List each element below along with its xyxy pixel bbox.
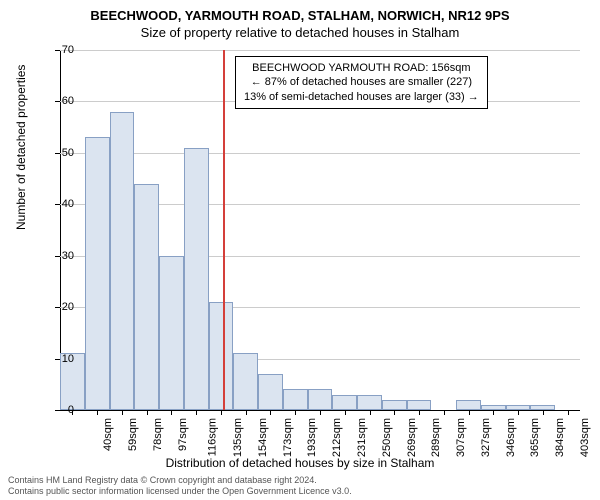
histogram-plot: 40sqm59sqm78sqm97sqm116sqm135sqm154sqm17… [60, 50, 580, 410]
x-tick-mark [97, 410, 98, 415]
histogram-bar [332, 395, 357, 410]
x-tick-label: 135sqm [232, 418, 244, 457]
x-tick-label: 40sqm [102, 418, 114, 451]
x-tick-label: 250sqm [381, 418, 393, 457]
info-box-smaller: ← 87% of detached houses are smaller (22… [244, 75, 479, 89]
grid-line [60, 50, 580, 51]
x-tick-mark [469, 410, 470, 415]
info-box-title: BEECHWOOD YARMOUTH ROAD: 156sqm [244, 61, 479, 75]
x-tick-mark [221, 410, 222, 415]
x-tick-label: 289sqm [430, 418, 442, 457]
y-tick-label: 20 [44, 301, 74, 313]
x-tick-label: 116sqm [207, 418, 219, 456]
x-tick-mark [543, 410, 544, 415]
x-tick-mark [345, 410, 346, 415]
x-tick-label: 154sqm [257, 418, 269, 457]
histogram-bar [456, 400, 481, 410]
x-tick-label: 59sqm [127, 418, 139, 451]
histogram-bar [184, 148, 209, 410]
histogram-bar [308, 389, 333, 410]
x-tick-label: 231sqm [356, 418, 368, 457]
x-tick-mark [518, 410, 519, 415]
histogram-bar [382, 400, 407, 410]
histogram-bar [85, 137, 110, 410]
x-tick-label: 307sqm [455, 418, 467, 457]
x-tick-mark [320, 410, 321, 415]
x-tick-label: 212sqm [331, 418, 343, 457]
x-tick-label: 346sqm [505, 418, 517, 457]
x-tick-label: 403sqm [579, 418, 591, 457]
x-tick-mark [246, 410, 247, 415]
histogram-bar [407, 400, 432, 410]
y-tick-label: 0 [44, 404, 74, 416]
x-tick-label: 384sqm [554, 418, 566, 457]
x-tick-mark [493, 410, 494, 415]
property-info-box: BEECHWOOD YARMOUTH ROAD: 156sqm← 87% of … [235, 56, 488, 109]
chart-plot-area: 40sqm59sqm78sqm97sqm116sqm135sqm154sqm17… [60, 50, 580, 410]
x-tick-label: 365sqm [529, 418, 541, 457]
x-tick-mark [122, 410, 123, 415]
x-tick-mark [270, 410, 271, 415]
x-tick-label: 97sqm [177, 418, 189, 451]
x-tick-mark [419, 410, 420, 415]
x-tick-label: 173sqm [282, 418, 294, 457]
histogram-bar [258, 374, 283, 410]
y-tick-label: 30 [44, 250, 74, 262]
footer-line-1: Contains HM Land Registry data © Crown c… [8, 475, 352, 486]
chart-title-address: BEECHWOOD, YARMOUTH ROAD, STALHAM, NORWI… [0, 0, 600, 23]
x-tick-mark [196, 410, 197, 415]
x-axis-label: Distribution of detached houses by size … [0, 456, 600, 470]
histogram-bar [357, 395, 382, 410]
y-axis-label: Number of detached properties [14, 65, 28, 230]
x-tick-mark [444, 410, 445, 415]
info-box-larger: 13% of semi-detached houses are larger (… [244, 90, 479, 104]
chart-subtitle: Size of property relative to detached ho… [0, 23, 600, 44]
y-tick-label: 10 [44, 353, 74, 365]
footer-line-2: Contains public sector information licen… [8, 486, 352, 497]
histogram-bar [159, 256, 184, 410]
histogram-bar [110, 112, 135, 410]
x-tick-mark [370, 410, 371, 415]
y-tick-label: 50 [44, 147, 74, 159]
x-tick-mark [295, 410, 296, 415]
y-tick-label: 60 [44, 95, 74, 107]
histogram-bar [209, 302, 234, 410]
histogram-bar [283, 389, 308, 410]
y-tick-label: 70 [44, 44, 74, 56]
attribution-footer: Contains HM Land Registry data © Crown c… [8, 475, 352, 497]
grid-line [60, 153, 580, 154]
x-tick-label: 269sqm [406, 418, 418, 457]
property-marker-line [223, 50, 225, 410]
x-tick-label: 327sqm [480, 418, 492, 457]
x-tick-label: 193sqm [307, 418, 319, 457]
x-tick-label: 78sqm [152, 418, 164, 451]
histogram-bar [134, 184, 159, 410]
histogram-bar [233, 353, 258, 410]
x-tick-mark [147, 410, 148, 415]
x-tick-mark [394, 410, 395, 415]
x-tick-mark [568, 410, 569, 415]
y-tick-label: 40 [44, 198, 74, 210]
x-tick-mark [171, 410, 172, 415]
